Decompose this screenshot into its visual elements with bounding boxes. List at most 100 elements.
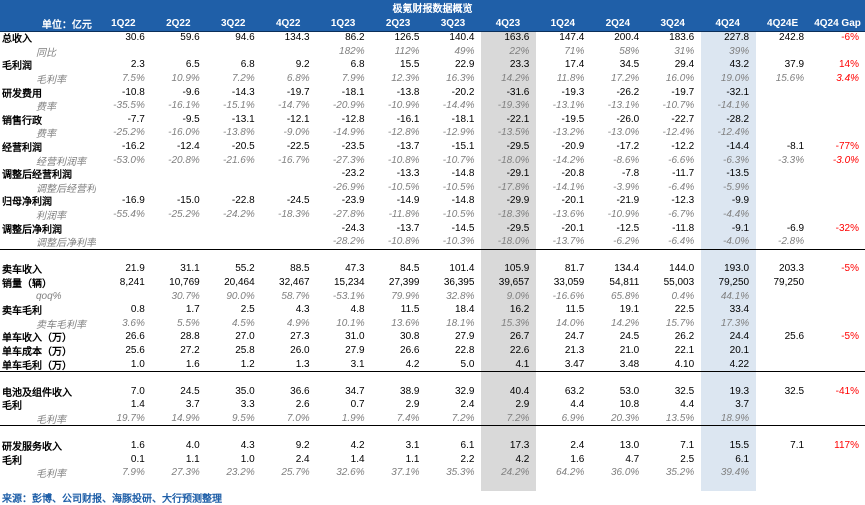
cell: -16.6%	[552, 290, 585, 302]
cell: 6.8	[350, 59, 365, 71]
cell: -26.0	[616, 113, 640, 125]
cell: -10.5%	[442, 209, 475, 221]
cell: 147.4	[559, 32, 585, 44]
cell: 11.5	[565, 304, 585, 316]
row-label: 电池及组件收入	[2, 387, 72, 399]
cell: 4.2	[515, 453, 530, 465]
cell: 59.6	[180, 32, 200, 44]
cell: 3.6%	[122, 317, 145, 329]
cell: 4.3	[240, 440, 255, 452]
cell: 4.10	[674, 358, 695, 370]
cell: -14.1%	[717, 100, 750, 112]
row-label: 费率	[36, 102, 56, 114]
cell: -9.5	[182, 113, 200, 125]
table-row: 毛利 1.4 3.7 3.3 2.6 0.7 2.9 2.4 2.9 4.4 10.8 4.4 3.7	[0, 398, 865, 412]
cell: 30.6	[125, 32, 145, 44]
cell: 26.7	[509, 331, 530, 343]
cell: 79,250	[718, 277, 750, 289]
cell: -20.8	[561, 168, 585, 180]
cell: 88.5	[290, 263, 310, 275]
cell: 17.3	[509, 440, 530, 452]
cell: -77%	[835, 141, 859, 153]
cell: 4.2	[350, 440, 365, 452]
cell: 6.8%	[286, 73, 310, 85]
cell: 20.1	[729, 345, 750, 357]
title-row: 极氪财报数据概览	[0, 0, 865, 15]
cell: -18.1	[451, 113, 475, 125]
cell: 1.2	[240, 358, 255, 370]
cell: 25.6	[125, 345, 145, 357]
cell: 79,250	[773, 277, 805, 289]
cell: 6.1	[735, 453, 750, 465]
cell: 1.9%	[341, 413, 365, 425]
cell: 10,769	[169, 277, 200, 289]
row-label: 调整后经营利润率	[36, 183, 96, 195]
row-label: 销售行政	[2, 115, 42, 127]
cell: -6.3%	[723, 154, 750, 166]
cell: 22.1	[674, 345, 695, 357]
cell: -16.1	[396, 113, 420, 125]
cell: 17.2%	[610, 73, 640, 85]
row-label: 经营利润	[2, 143, 42, 155]
column-header: 2Q24	[605, 17, 631, 29]
cell: 1.6	[185, 358, 200, 370]
cell: 22.9	[454, 59, 475, 71]
cell: 86.2	[345, 32, 365, 44]
cell: 117%	[834, 440, 859, 452]
table-row: 毛利 0.1 1.1 1.0 2.4 1.4 1.1 2.2 4.2 1.6 4.7 2.5 6.1	[0, 453, 865, 467]
cell: 11.8%	[556, 73, 585, 85]
cell: -41%	[835, 385, 859, 397]
cell: 7.0%	[286, 413, 310, 425]
cell: -32.1	[726, 86, 750, 98]
cell: 4.8	[350, 304, 365, 316]
cell: 19.1	[619, 304, 640, 316]
cell: 101.4	[449, 263, 475, 275]
cell: -20.1	[561, 222, 585, 234]
cell: 21.0	[619, 345, 640, 357]
cell: 2.4	[570, 440, 585, 452]
cell: 9.2	[295, 440, 310, 452]
cell: 37.1%	[391, 467, 420, 479]
cell: 30.8	[400, 331, 420, 343]
cell: 3.1	[350, 358, 365, 370]
cell: 36.0%	[610, 467, 640, 479]
cell: 47.3	[345, 263, 365, 275]
cell: 4.3	[295, 304, 310, 316]
cell: 9.2	[295, 59, 310, 71]
cell: 13.0	[619, 440, 640, 452]
cell: 16.3%	[446, 73, 475, 85]
cell: 49%	[454, 45, 475, 57]
cell: 32.8%	[446, 290, 475, 302]
cell: 30.7%	[171, 290, 200, 302]
cell: 15.7%	[665, 317, 695, 329]
table-row: 卖车毛利 0.8 1.7 2.5 4.3 4.8 11.5 18.4 16.2 11.5 19.1 2…	[0, 303, 865, 317]
cell: -19.3%	[497, 100, 530, 112]
cell: -5%	[841, 331, 859, 343]
cell: 10.9%	[171, 73, 200, 85]
table-row: 总收入 30.6 59.6 94.6 134.3 86.2 126.5 140.4 163.6 1…	[0, 31, 865, 45]
column-header: 2Q22	[166, 17, 191, 29]
cell: 64.2%	[556, 467, 585, 479]
cell: -12.5	[616, 222, 640, 234]
cell: -18.0%	[497, 236, 530, 248]
column-header: 3Q24	[660, 17, 685, 29]
cell: -26.2	[616, 86, 640, 98]
cell: 58.7%	[281, 290, 310, 302]
cell: 2.9	[405, 399, 420, 411]
cell: -32%	[835, 222, 859, 234]
cell: -6.4%	[668, 181, 695, 193]
table-row: 卖车收入 21.9 31.1 55.2 88.5 47.3 84.5 101.4 105.9 81…	[0, 262, 865, 276]
cell: 27.9	[454, 331, 475, 343]
cell: -12.4	[176, 141, 200, 153]
row-label: 费率	[36, 129, 56, 141]
cell: 65.8%	[610, 290, 640, 302]
cell: -16.2	[122, 141, 145, 153]
column-header: 4Q22	[275, 17, 301, 29]
column-header: 2Q23	[385, 17, 411, 29]
cell: 163.6	[504, 32, 530, 44]
cell: 53.0	[619, 385, 640, 397]
cell: -8.6%	[613, 154, 640, 166]
cell: 21.3	[564, 345, 585, 357]
column-header: 1Q23	[330, 17, 356, 29]
row-label: 毛利率	[36, 415, 66, 427]
